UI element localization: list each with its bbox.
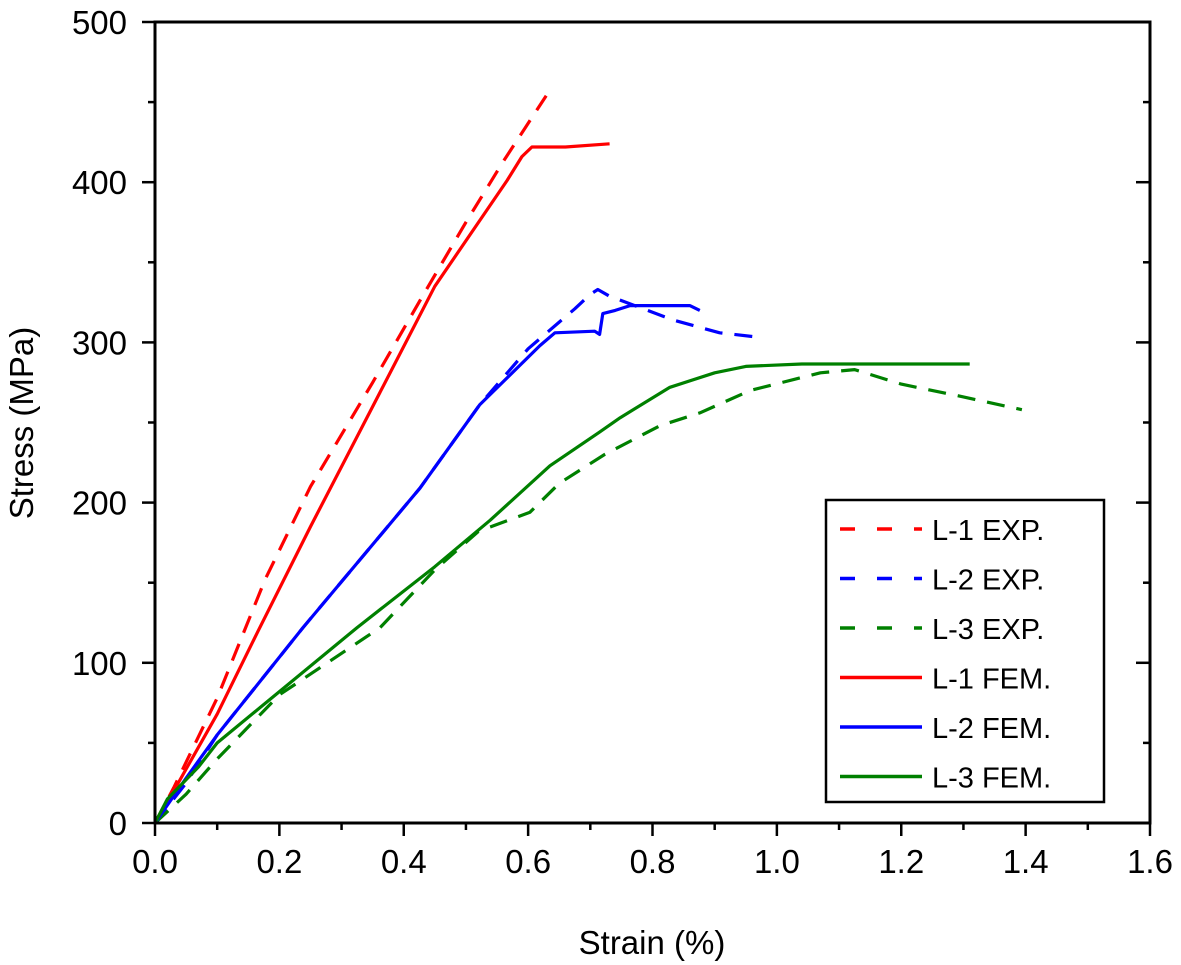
legend-label-l-1-fem: L-1 FEM. xyxy=(932,664,1051,696)
legend-label-l-1-exp: L-1 EXP. xyxy=(932,515,1044,547)
y-axis-ticks xyxy=(142,20,1150,825)
legend: L-1 EXP. L-2 EXP. L-3 EXP. L-1 FEM. L-2 FEM.… xyxy=(824,498,1106,804)
series-l-3-exp xyxy=(153,368,1023,825)
y-tick-label: 300 xyxy=(72,324,127,361)
series-l-2-exp xyxy=(153,287,763,824)
y-axis-tick-labels: 0 100 200 300 400 500 xyxy=(72,4,127,842)
legend-label-l-2-exp: L-2 EXP. xyxy=(932,565,1044,597)
series-l-1-fem xyxy=(153,142,610,824)
x-axis-tick-labels: 0.0 0.2 0.4 0.6 0.8 1.0 1.2 1.4 1.6 xyxy=(132,843,1173,880)
x-tick-label: 0.2 xyxy=(256,843,302,880)
x-tick-label: 1.0 xyxy=(754,843,800,880)
legend-label-l-2-fem: L-2 FEM. xyxy=(932,713,1051,745)
legend-label-l-3-exp: L-3 EXP. xyxy=(932,614,1044,646)
series-l-2-fem xyxy=(153,304,701,824)
plot-area: 0.0 0.2 0.4 0.6 0.8 1.0 1.2 1.4 1.6 0 100 200 300 40… xyxy=(72,4,1173,880)
x-tick-label: 0.6 xyxy=(505,843,551,880)
y-axis-title: Stress (MPa) xyxy=(3,327,40,520)
y-tick-label: 400 xyxy=(72,164,127,201)
y-tick-label: 0 xyxy=(109,805,127,842)
y-tick-label: 500 xyxy=(72,4,127,41)
x-tick-label: 1.2 xyxy=(878,843,924,880)
x-axis-ticks xyxy=(153,823,1152,836)
x-tick-label: 0.8 xyxy=(630,843,676,880)
x-tick-label: 0.0 xyxy=(132,843,178,880)
legend-label-l-3-fem: L-3 FEM. xyxy=(932,763,1051,795)
y-tick-label: 200 xyxy=(72,485,127,522)
x-tick-label: 1.4 xyxy=(1003,843,1049,880)
y-tick-label: 100 xyxy=(72,645,127,682)
x-axis-title: Strain (%) xyxy=(579,924,726,961)
x-tick-label: 1.6 xyxy=(1127,843,1173,880)
series-l-3-fem xyxy=(153,362,970,824)
series-l-1-exp xyxy=(153,94,548,824)
legend-box xyxy=(824,498,1106,804)
legend-items: L-1 EXP. L-2 EXP. L-3 EXP. L-1 FEM. L-2 FEM.… xyxy=(840,515,1051,795)
x-tick-label: 0.4 xyxy=(381,843,427,880)
series-layer xyxy=(153,94,1023,825)
